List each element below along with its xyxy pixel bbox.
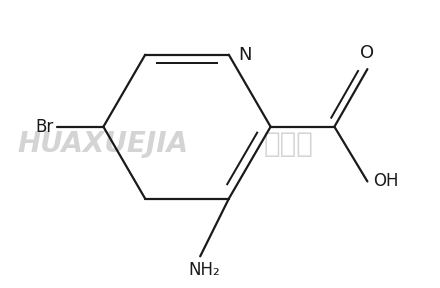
Text: O: O — [360, 44, 374, 62]
Text: Br: Br — [36, 118, 54, 136]
Text: N: N — [238, 46, 252, 64]
Text: 化学加: 化学加 — [264, 130, 314, 158]
Text: NH₂: NH₂ — [189, 261, 220, 279]
Text: HUAXUEJIA: HUAXUEJIA — [18, 130, 189, 158]
Text: OH: OH — [373, 173, 398, 190]
